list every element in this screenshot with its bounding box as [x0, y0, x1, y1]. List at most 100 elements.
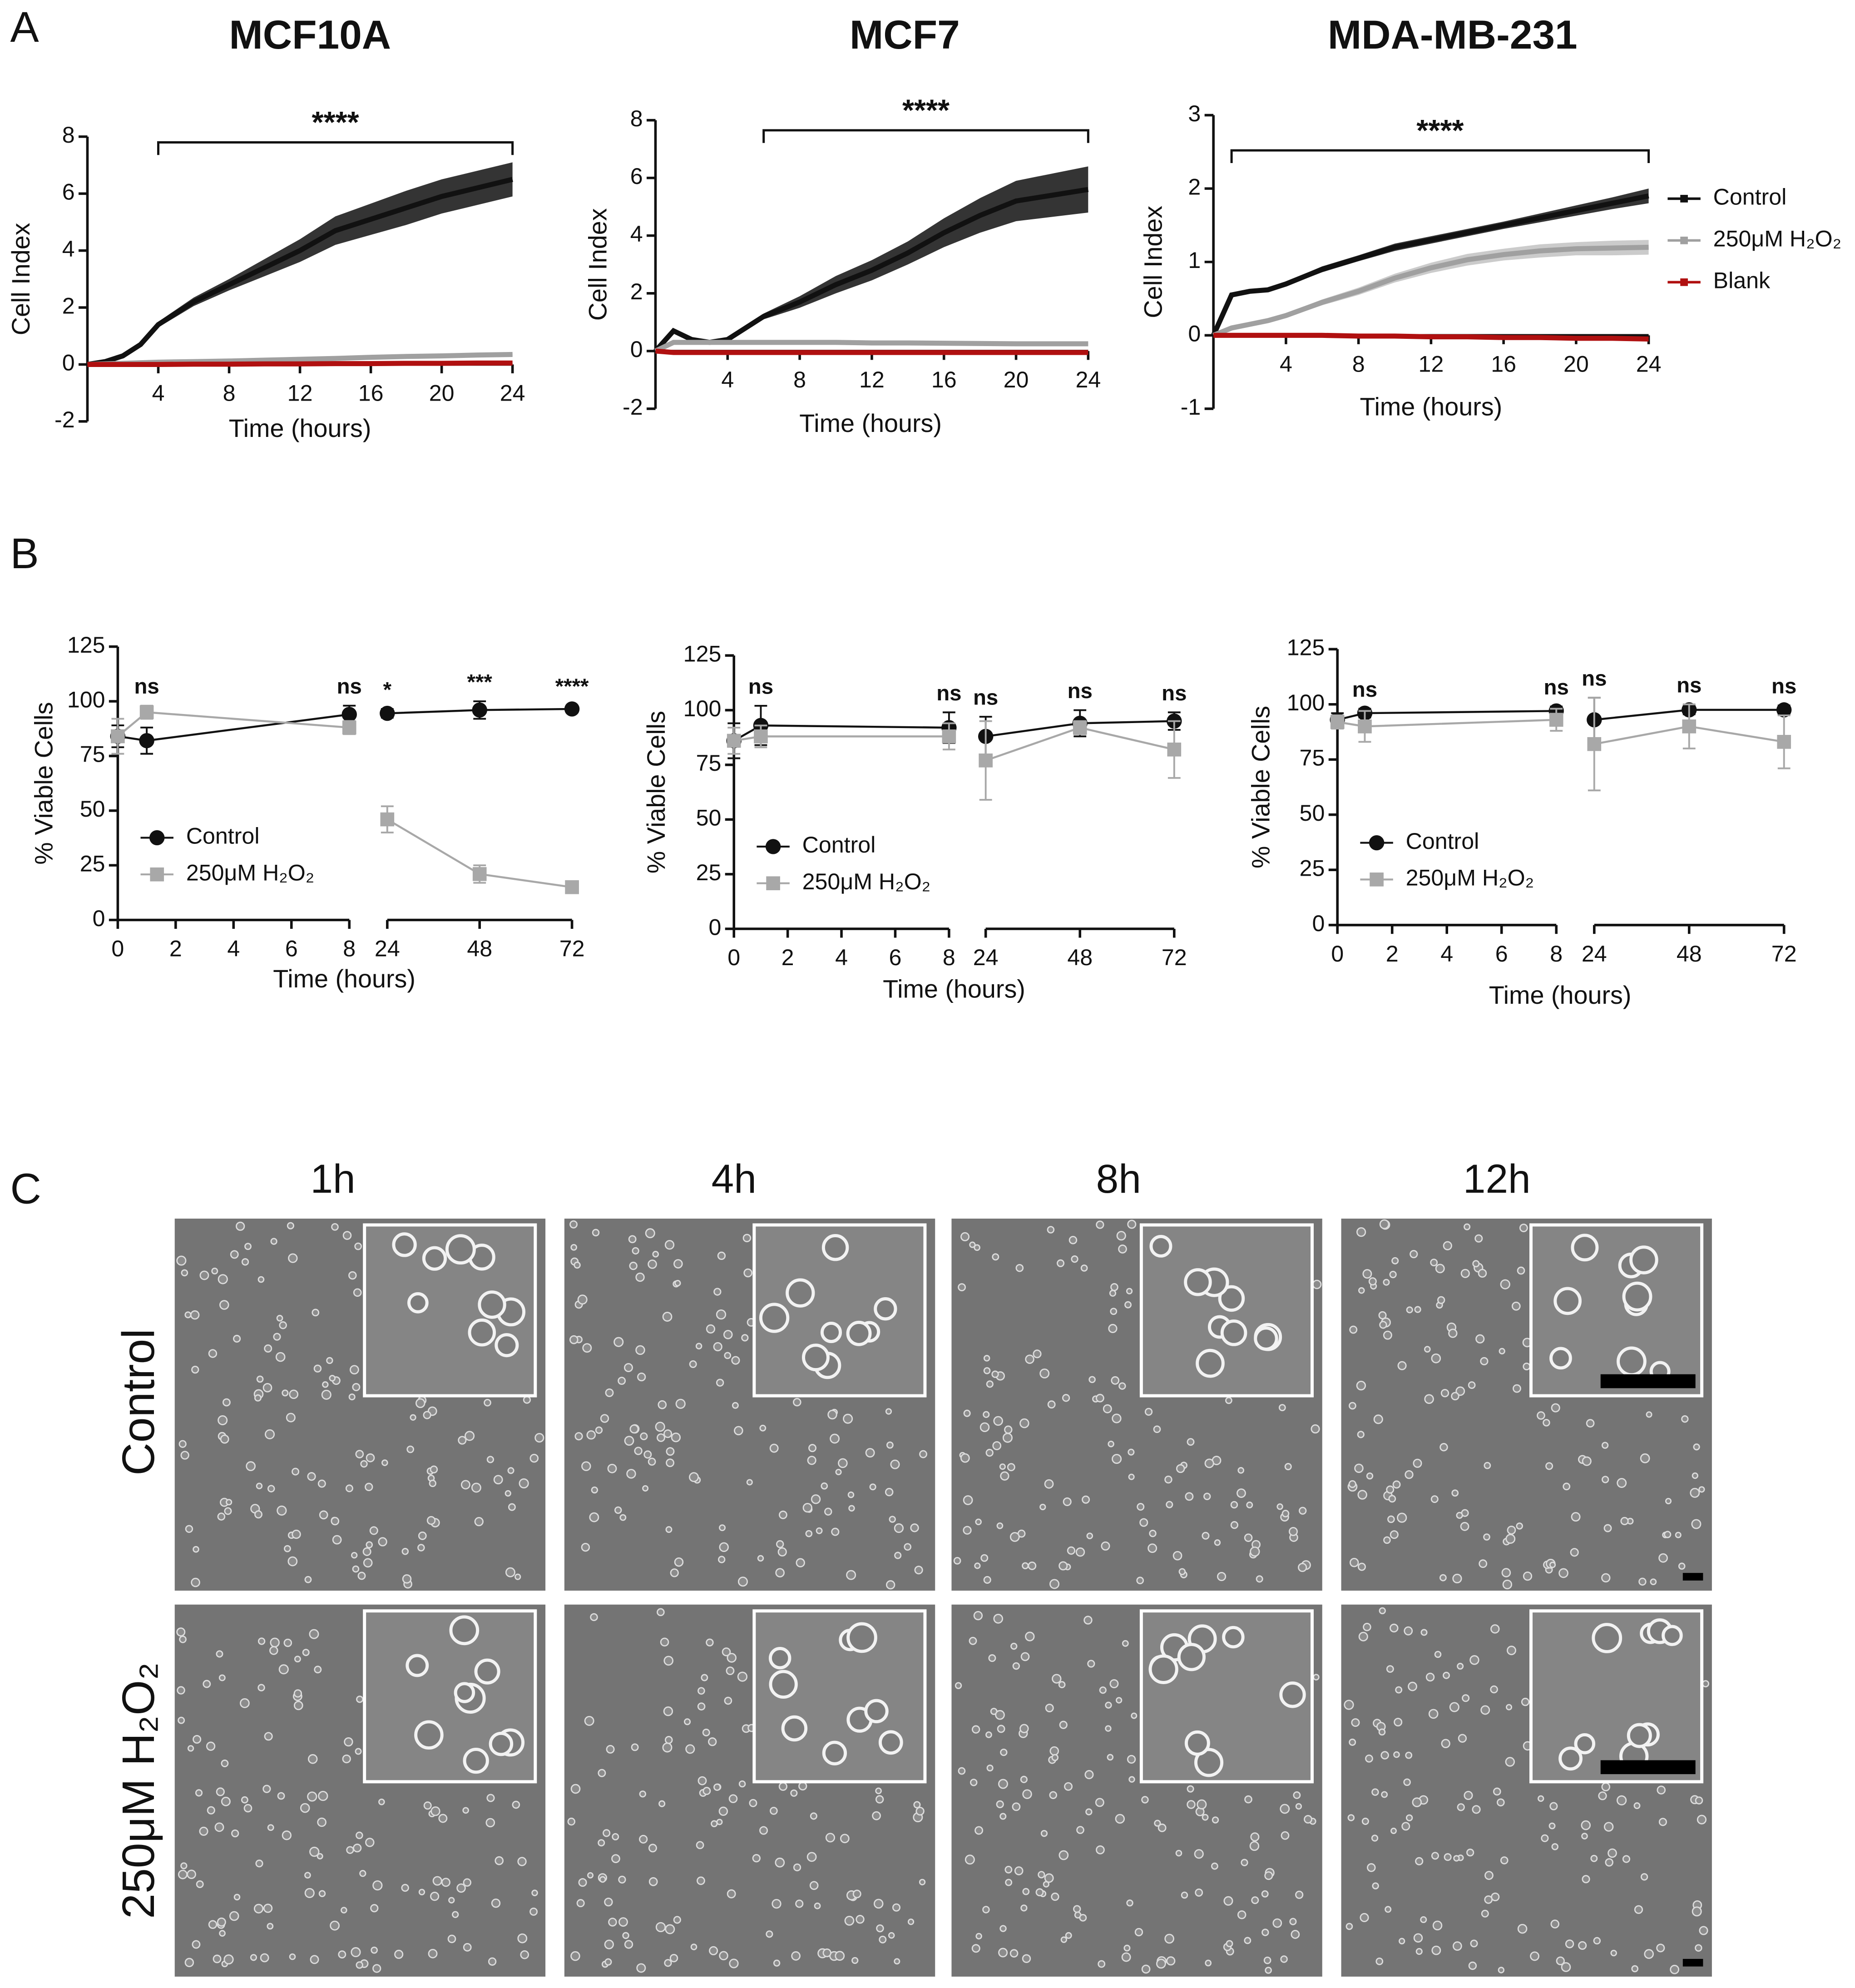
cell: [795, 1899, 804, 1908]
cell: [904, 1543, 911, 1551]
cell: [885, 1408, 892, 1415]
x-tick-label: 4: [835, 945, 848, 970]
marker: [380, 705, 395, 721]
cell: [1602, 1476, 1609, 1483]
cell: [1541, 1834, 1549, 1842]
cell: [598, 1839, 605, 1847]
inset-cell: [846, 1622, 877, 1653]
cell: [180, 1862, 188, 1869]
cell: [241, 1796, 248, 1804]
cell: [1164, 1475, 1172, 1484]
cell: [689, 1472, 699, 1482]
cell: [1112, 1413, 1122, 1423]
x-tick-label: 20: [1563, 351, 1589, 377]
cell: [304, 1888, 315, 1898]
cell: [300, 1803, 310, 1813]
cell: [318, 1890, 326, 1897]
cell: [428, 1948, 438, 1958]
cell: [360, 1460, 368, 1468]
inset-cell: [1184, 1730, 1210, 1756]
inset-cell: [781, 1715, 808, 1742]
significance-label: ****: [555, 674, 589, 699]
cell: [570, 1951, 580, 1961]
cell: [307, 1472, 316, 1481]
inset-cell: [414, 1720, 444, 1750]
cell: [1478, 1269, 1487, 1278]
x-tick-label: 24: [375, 936, 400, 962]
cell: [278, 1664, 289, 1675]
cell: [772, 1899, 782, 1909]
cell: [1065, 1932, 1072, 1939]
chart-title: MDA-MB-231: [1328, 12, 1578, 57]
marker: [1167, 742, 1182, 757]
cell: [576, 1899, 585, 1908]
x-tick-label: 12: [1418, 351, 1444, 377]
legend-marker: [1369, 835, 1385, 851]
column-label: 1h: [310, 1156, 355, 1201]
cell: [1646, 1411, 1652, 1418]
cell: [262, 1785, 271, 1793]
cell: [229, 1911, 239, 1921]
cell: [1261, 1890, 1269, 1898]
cell: [1131, 1712, 1138, 1719]
cell: [790, 1789, 798, 1797]
y-tick-label: -2: [623, 394, 643, 420]
inset-cell: [1196, 1348, 1225, 1378]
x-axis-label: Time (hours): [1489, 981, 1632, 1009]
cell: [366, 1541, 373, 1548]
cell: [999, 1813, 1007, 1820]
cell: [1313, 1674, 1320, 1681]
legend-marker: [765, 839, 781, 854]
cell: [1638, 1577, 1647, 1586]
cell: [1479, 1559, 1488, 1568]
cell: [963, 1495, 973, 1505]
cell: [1108, 1324, 1118, 1334]
cell: [1237, 1488, 1246, 1498]
cell: [1414, 1306, 1421, 1313]
cell: [1549, 1802, 1558, 1810]
cell: [805, 1530, 813, 1537]
cell: [352, 1383, 361, 1391]
cell: [985, 1731, 992, 1738]
cell: [1022, 1954, 1031, 1963]
cell: [1086, 1532, 1093, 1539]
cell: [757, 1555, 764, 1562]
cell: [702, 1729, 710, 1736]
legend-marker: [766, 876, 780, 891]
cell: [851, 1957, 859, 1964]
cell: [363, 1558, 373, 1568]
y-axis-label: Cell Index: [7, 223, 35, 335]
cell: [886, 1441, 894, 1449]
cell: [193, 1735, 202, 1744]
cell: [1439, 1574, 1447, 1581]
cell: [246, 1461, 256, 1471]
cell: [1548, 1822, 1556, 1829]
cell: [793, 1398, 801, 1407]
cell: [1393, 1751, 1400, 1758]
cell: [1381, 1791, 1388, 1798]
cell: [724, 1352, 732, 1359]
inset-cell: [759, 1303, 790, 1333]
significance-label: ns: [1068, 679, 1093, 703]
cell: [1406, 1306, 1413, 1314]
cell: [1009, 1532, 1020, 1542]
cell: [986, 1765, 994, 1772]
scale-bar: [1682, 1958, 1703, 1967]
cell: [288, 1253, 298, 1263]
inset-cell: [786, 1278, 815, 1308]
inset-cell: [463, 1747, 489, 1774]
cell: [875, 1795, 884, 1804]
significance-bracket: [1230, 149, 1650, 163]
cell: [759, 1826, 768, 1835]
x-tick-label: 48: [467, 936, 492, 962]
cell: [1506, 1704, 1513, 1710]
cell: [838, 1458, 848, 1468]
cell: [1103, 1404, 1112, 1413]
y-tick-label: 8: [62, 122, 75, 148]
significance-bracket: [157, 141, 514, 155]
cell: [973, 1611, 983, 1621]
x-tick-label: 16: [1491, 351, 1516, 377]
cell: [1550, 1919, 1559, 1929]
cell: [1401, 1822, 1410, 1831]
cell: [1480, 1705, 1490, 1715]
